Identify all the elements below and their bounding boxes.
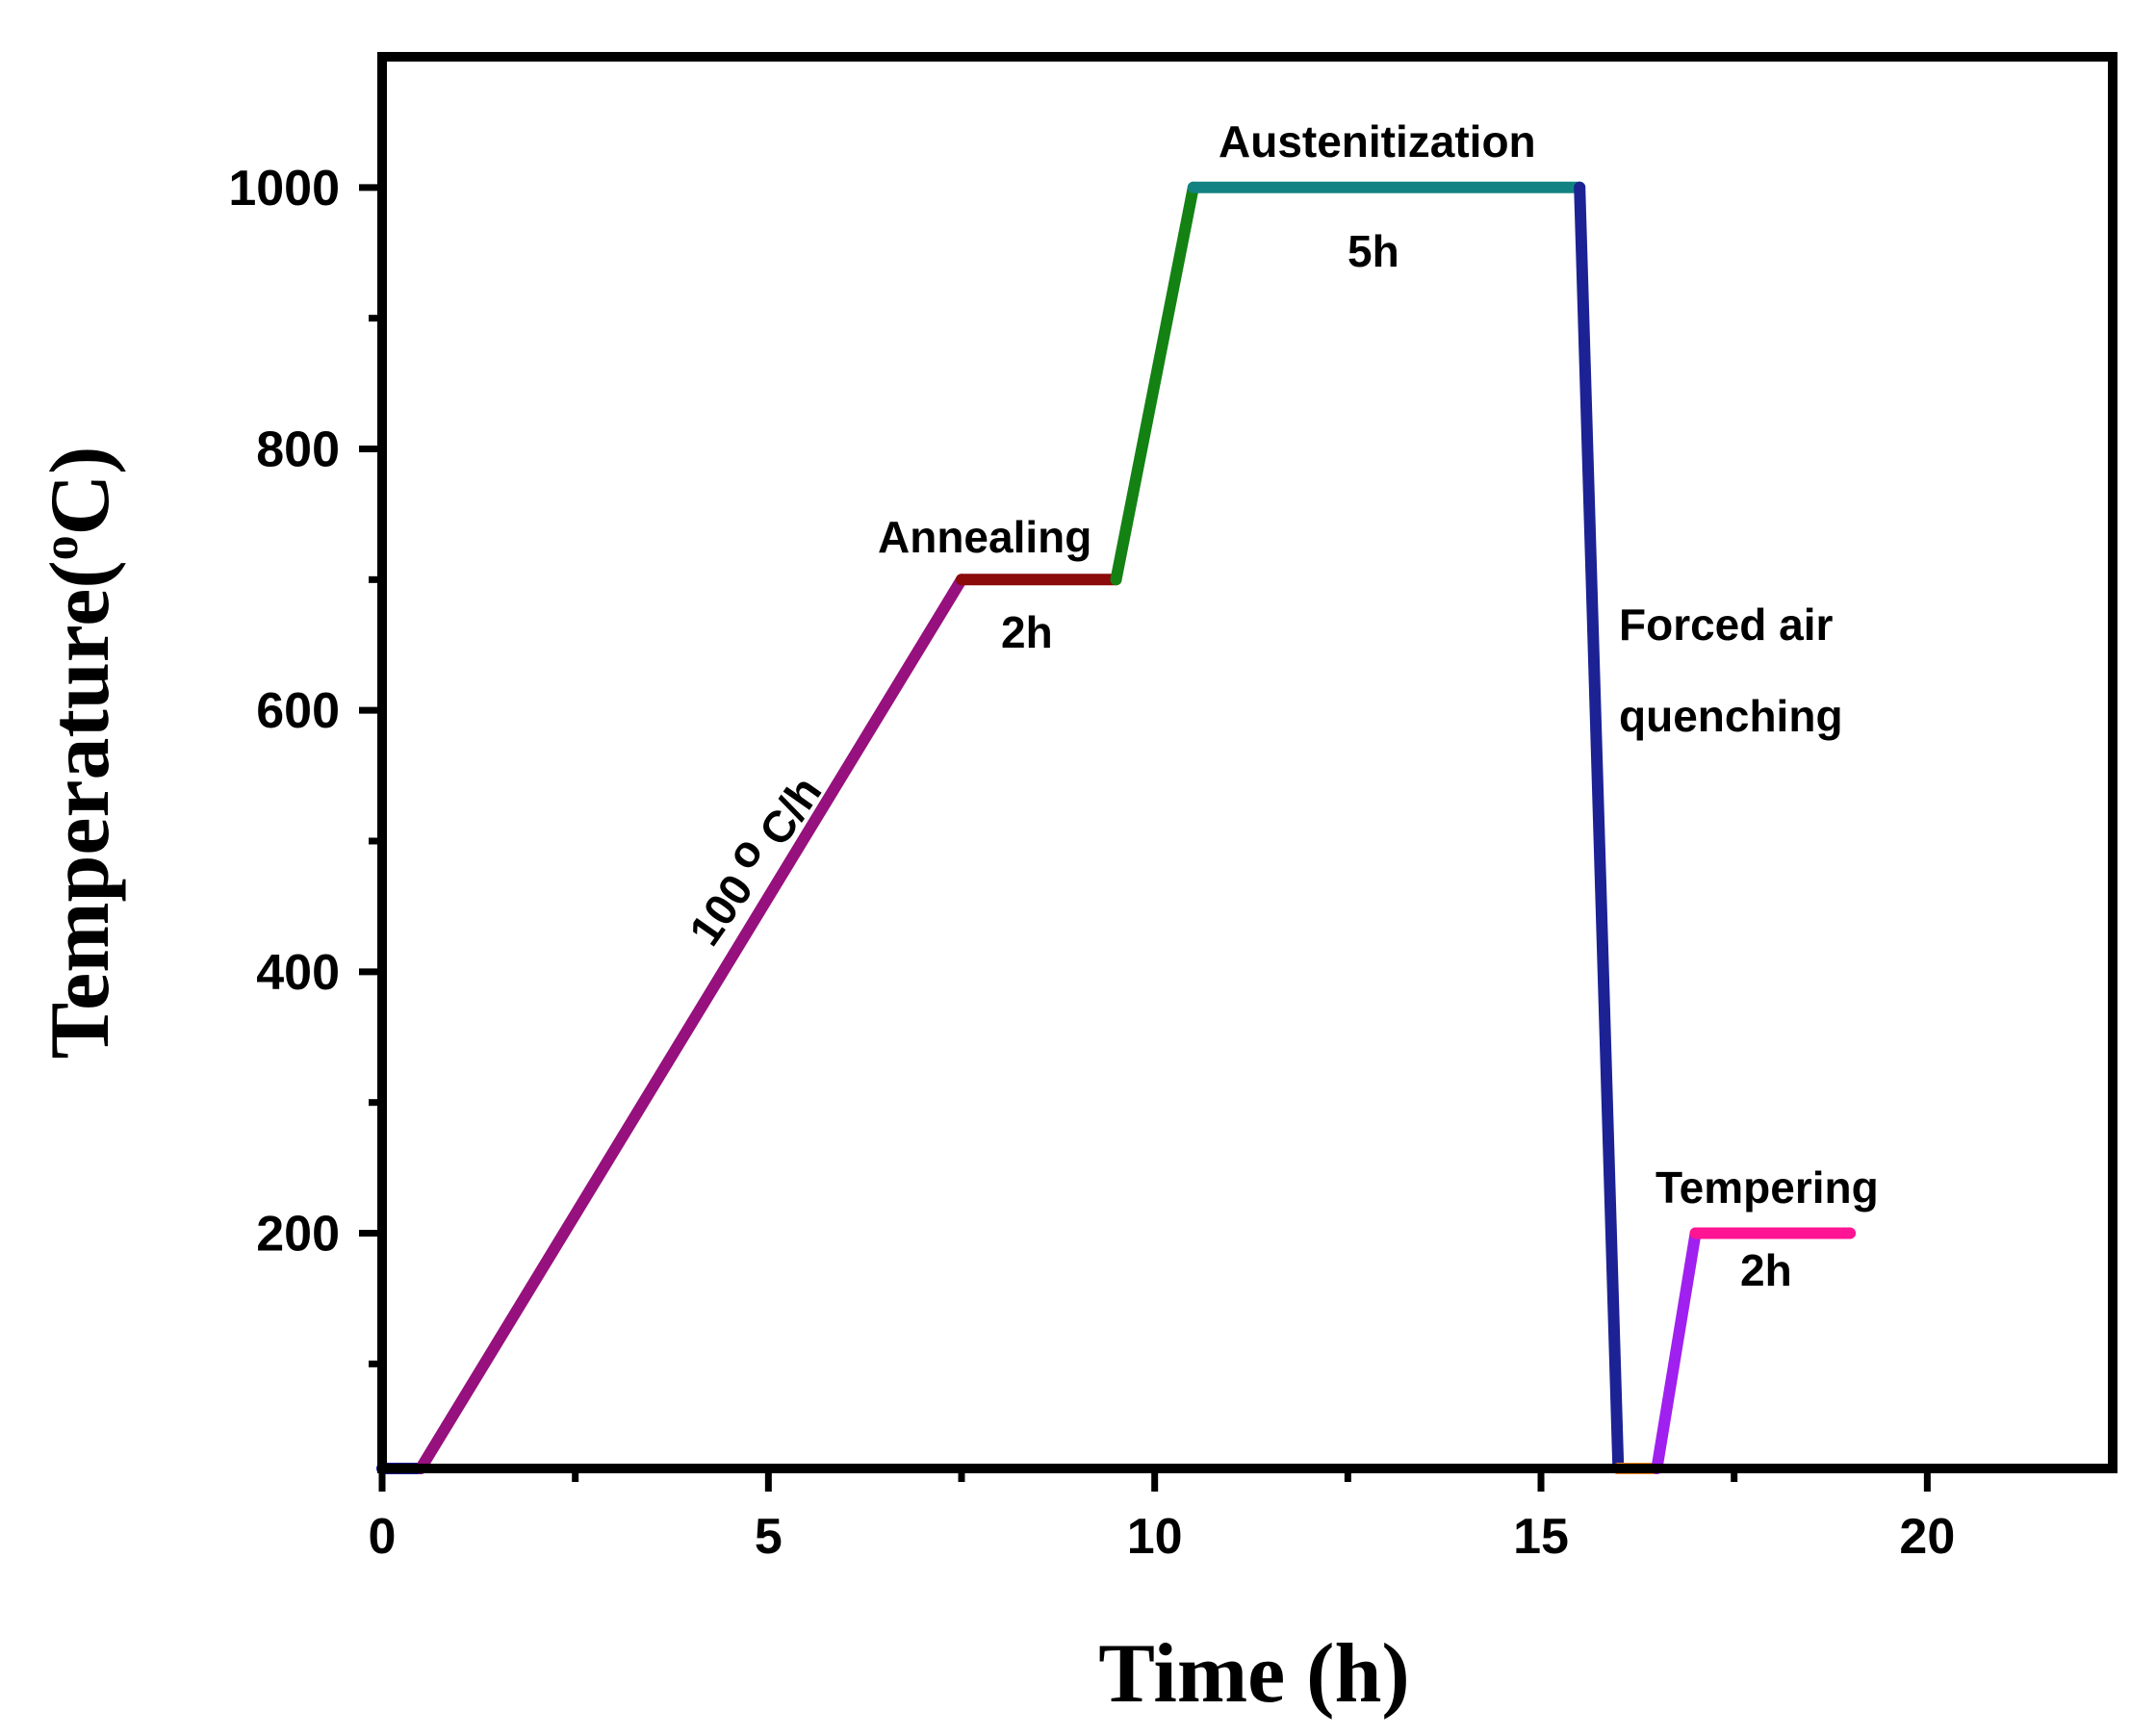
y-tick-label: 400: [256, 945, 340, 1001]
y-tick-label: 600: [256, 683, 340, 739]
y-tick-label: 200: [256, 1207, 340, 1263]
y-tick-label: 1000: [228, 161, 340, 217]
x-tick-label: 15: [1513, 1509, 1569, 1565]
y-axis-title: Temperature(oC): [34, 447, 127, 1059]
austenitization-time-label: 5h: [1348, 226, 1399, 276]
x-tick-label: 5: [755, 1509, 783, 1565]
tick-labels-layer: 0 5 10 15 20 200 400 600 800 1000: [228, 161, 1955, 1565]
y-axis-title-superscript: o: [34, 535, 89, 560]
x-tick-label: 10: [1127, 1509, 1183, 1565]
x-axis-title: Time (h): [1098, 1627, 1409, 1721]
annealing-label: Annealing: [878, 512, 1091, 562]
x-tick-label: 20: [1899, 1509, 1955, 1565]
plot-frame: [377, 52, 2118, 1473]
y-axis-title-main: Temperature(: [34, 560, 127, 1059]
series-heating-to-austenitization: [1110, 181, 1199, 586]
tempering-time-label: 2h: [1740, 1245, 1792, 1295]
tempering-label: Tempering: [1656, 1162, 1879, 1213]
y-axis-title-unit: C): [34, 447, 127, 536]
x-tick-label: 0: [369, 1509, 397, 1565]
series-heating-ramp: [415, 574, 967, 1474]
series-forced-air-quenching: [1574, 181, 1625, 1474]
austenitization-label: Austenitization: [1219, 116, 1536, 166]
series-heating-to-tempering: [1651, 1227, 1702, 1474]
y-tick-label: 800: [256, 422, 340, 478]
series-layer: [376, 181, 1857, 1474]
quenching-label-line1: Forced air: [1619, 600, 1834, 650]
quenching-label-line2: quenching: [1619, 691, 1843, 741]
annealing-time-label: 2h: [1001, 607, 1053, 657]
